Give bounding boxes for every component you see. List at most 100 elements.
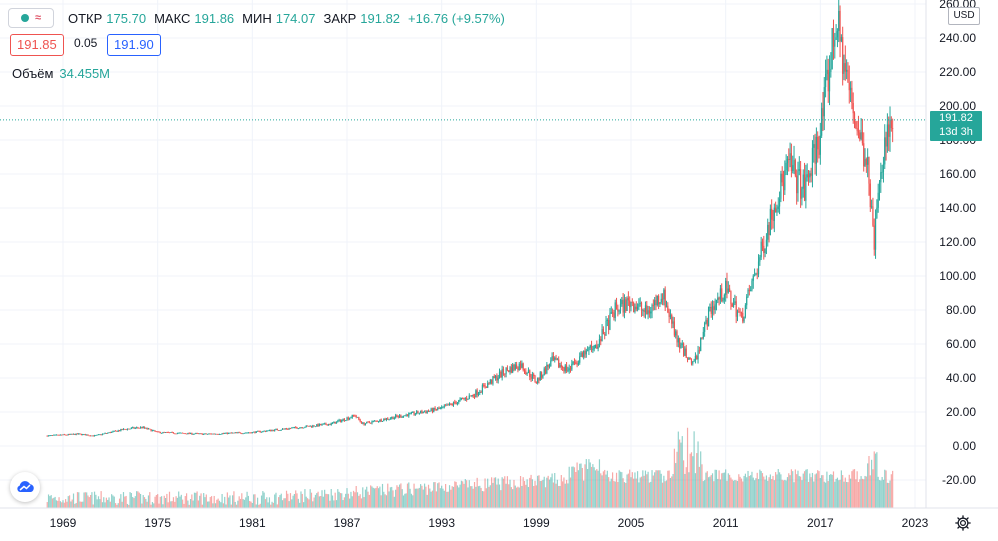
volume-bar bbox=[79, 501, 81, 508]
volume-bar bbox=[506, 476, 509, 508]
candle-body bbox=[175, 433, 177, 435]
candle-body bbox=[527, 370, 530, 374]
volume-bar bbox=[401, 489, 403, 508]
candle-body bbox=[103, 433, 105, 435]
candle-body bbox=[560, 365, 562, 367]
volume-bar bbox=[617, 481, 619, 508]
tradingview-cloud-icon[interactable] bbox=[10, 472, 40, 502]
candle-body bbox=[204, 433, 206, 435]
bid-price-button[interactable]: 191.85 bbox=[10, 34, 64, 56]
candle-body bbox=[567, 370, 569, 372]
volume-bar bbox=[531, 479, 533, 508]
volume-bar bbox=[224, 496, 226, 508]
candle-body bbox=[341, 420, 343, 422]
candle-body bbox=[233, 432, 235, 434]
volume-bar bbox=[270, 504, 272, 508]
candle-body bbox=[525, 371, 527, 374]
candle-body bbox=[636, 307, 639, 310]
price-axis[interactable]: 260.00240.00220.00200.00180.00160.00140.… bbox=[925, 0, 976, 508]
volume-bar bbox=[54, 496, 56, 508]
volume-bar bbox=[450, 489, 452, 508]
volume-bar bbox=[170, 501, 172, 508]
volume-bar bbox=[867, 463, 869, 508]
candle-body bbox=[475, 390, 477, 398]
candle-body bbox=[867, 156, 869, 165]
volume-bar bbox=[126, 503, 129, 508]
volume-bar bbox=[207, 501, 209, 508]
candle-body bbox=[517, 368, 519, 371]
volume-bar bbox=[544, 487, 547, 508]
candle-body bbox=[368, 421, 370, 423]
volume-bar bbox=[705, 472, 707, 508]
volume-bar bbox=[756, 472, 758, 508]
volume-bar bbox=[685, 467, 687, 508]
volume-bar bbox=[462, 481, 464, 508]
volume-bar bbox=[610, 478, 612, 508]
volume-bar bbox=[537, 475, 539, 508]
volume-bar bbox=[322, 496, 324, 508]
volume-bar bbox=[109, 501, 111, 508]
candle-body bbox=[542, 375, 544, 378]
candle-body bbox=[526, 373, 528, 374]
volume-bar bbox=[309, 489, 311, 508]
volume-bar bbox=[222, 503, 225, 508]
time-axis[interactable]: 1969 1975 1981 1987 1993 1999 2005 2011 2017 2023 bbox=[0, 507, 998, 530]
candle-body bbox=[598, 339, 601, 347]
candle-body bbox=[176, 433, 178, 434]
volume-bar bbox=[538, 475, 540, 508]
candle-body bbox=[700, 337, 702, 352]
candle-body bbox=[125, 429, 127, 431]
volume-bar bbox=[849, 478, 852, 508]
candle-body bbox=[268, 429, 271, 431]
volume-bar bbox=[605, 474, 607, 508]
candle-body bbox=[646, 305, 648, 315]
price-tick-label: 140.00 bbox=[939, 201, 976, 215]
candle-body bbox=[133, 427, 135, 429]
volume-bar bbox=[117, 503, 119, 508]
candle-body bbox=[606, 320, 608, 321]
volume-bar bbox=[104, 502, 106, 508]
candle-body bbox=[451, 403, 453, 405]
candle-body bbox=[406, 414, 409, 417]
candle-body bbox=[861, 132, 864, 144]
volume-bar bbox=[359, 494, 361, 508]
volume-bar bbox=[819, 477, 821, 508]
series-toggle[interactable]: ≈ bbox=[8, 8, 54, 28]
candle-body bbox=[500, 371, 502, 378]
ohlc-legend: ≈ ОТКР 175.70 МАКС 191.86 МИН 174.07 ЗАК… bbox=[8, 8, 505, 28]
candle-body bbox=[693, 360, 695, 362]
candle-body bbox=[652, 305, 654, 306]
volume-bar bbox=[579, 463, 581, 508]
bar-countdown: 13d 3h bbox=[939, 126, 973, 138]
candle-body bbox=[473, 396, 476, 398]
volume-bar bbox=[493, 477, 495, 508]
gear-icon[interactable] bbox=[953, 513, 973, 533]
volume-bar bbox=[746, 477, 748, 508]
candle-body bbox=[284, 428, 286, 430]
volume-bar bbox=[279, 495, 281, 508]
volume-bar bbox=[183, 503, 185, 508]
volume-bar bbox=[871, 459, 873, 508]
volume-bar bbox=[743, 475, 745, 508]
volume-bar bbox=[681, 436, 683, 508]
volume-bar bbox=[888, 482, 890, 508]
candle-body bbox=[263, 430, 265, 432]
volume-bar bbox=[402, 495, 405, 508]
candle-body bbox=[182, 432, 184, 434]
candle-body bbox=[109, 432, 111, 434]
volume-bar bbox=[491, 477, 493, 508]
volume-bar bbox=[682, 460, 685, 508]
candle-body bbox=[669, 314, 672, 318]
volume-bar bbox=[633, 478, 635, 508]
candle-body bbox=[710, 307, 712, 314]
candle-body bbox=[425, 411, 427, 413]
volume-bar bbox=[552, 482, 555, 508]
candle-body bbox=[80, 433, 83, 435]
ask-price-button[interactable]: 191.90 bbox=[107, 34, 161, 56]
last-price-value: 191.82 bbox=[939, 112, 973, 124]
volume-bar bbox=[132, 496, 134, 508]
currency-button[interactable]: USD bbox=[948, 7, 980, 25]
candle-body bbox=[663, 289, 665, 300]
volume-bar bbox=[442, 488, 444, 508]
